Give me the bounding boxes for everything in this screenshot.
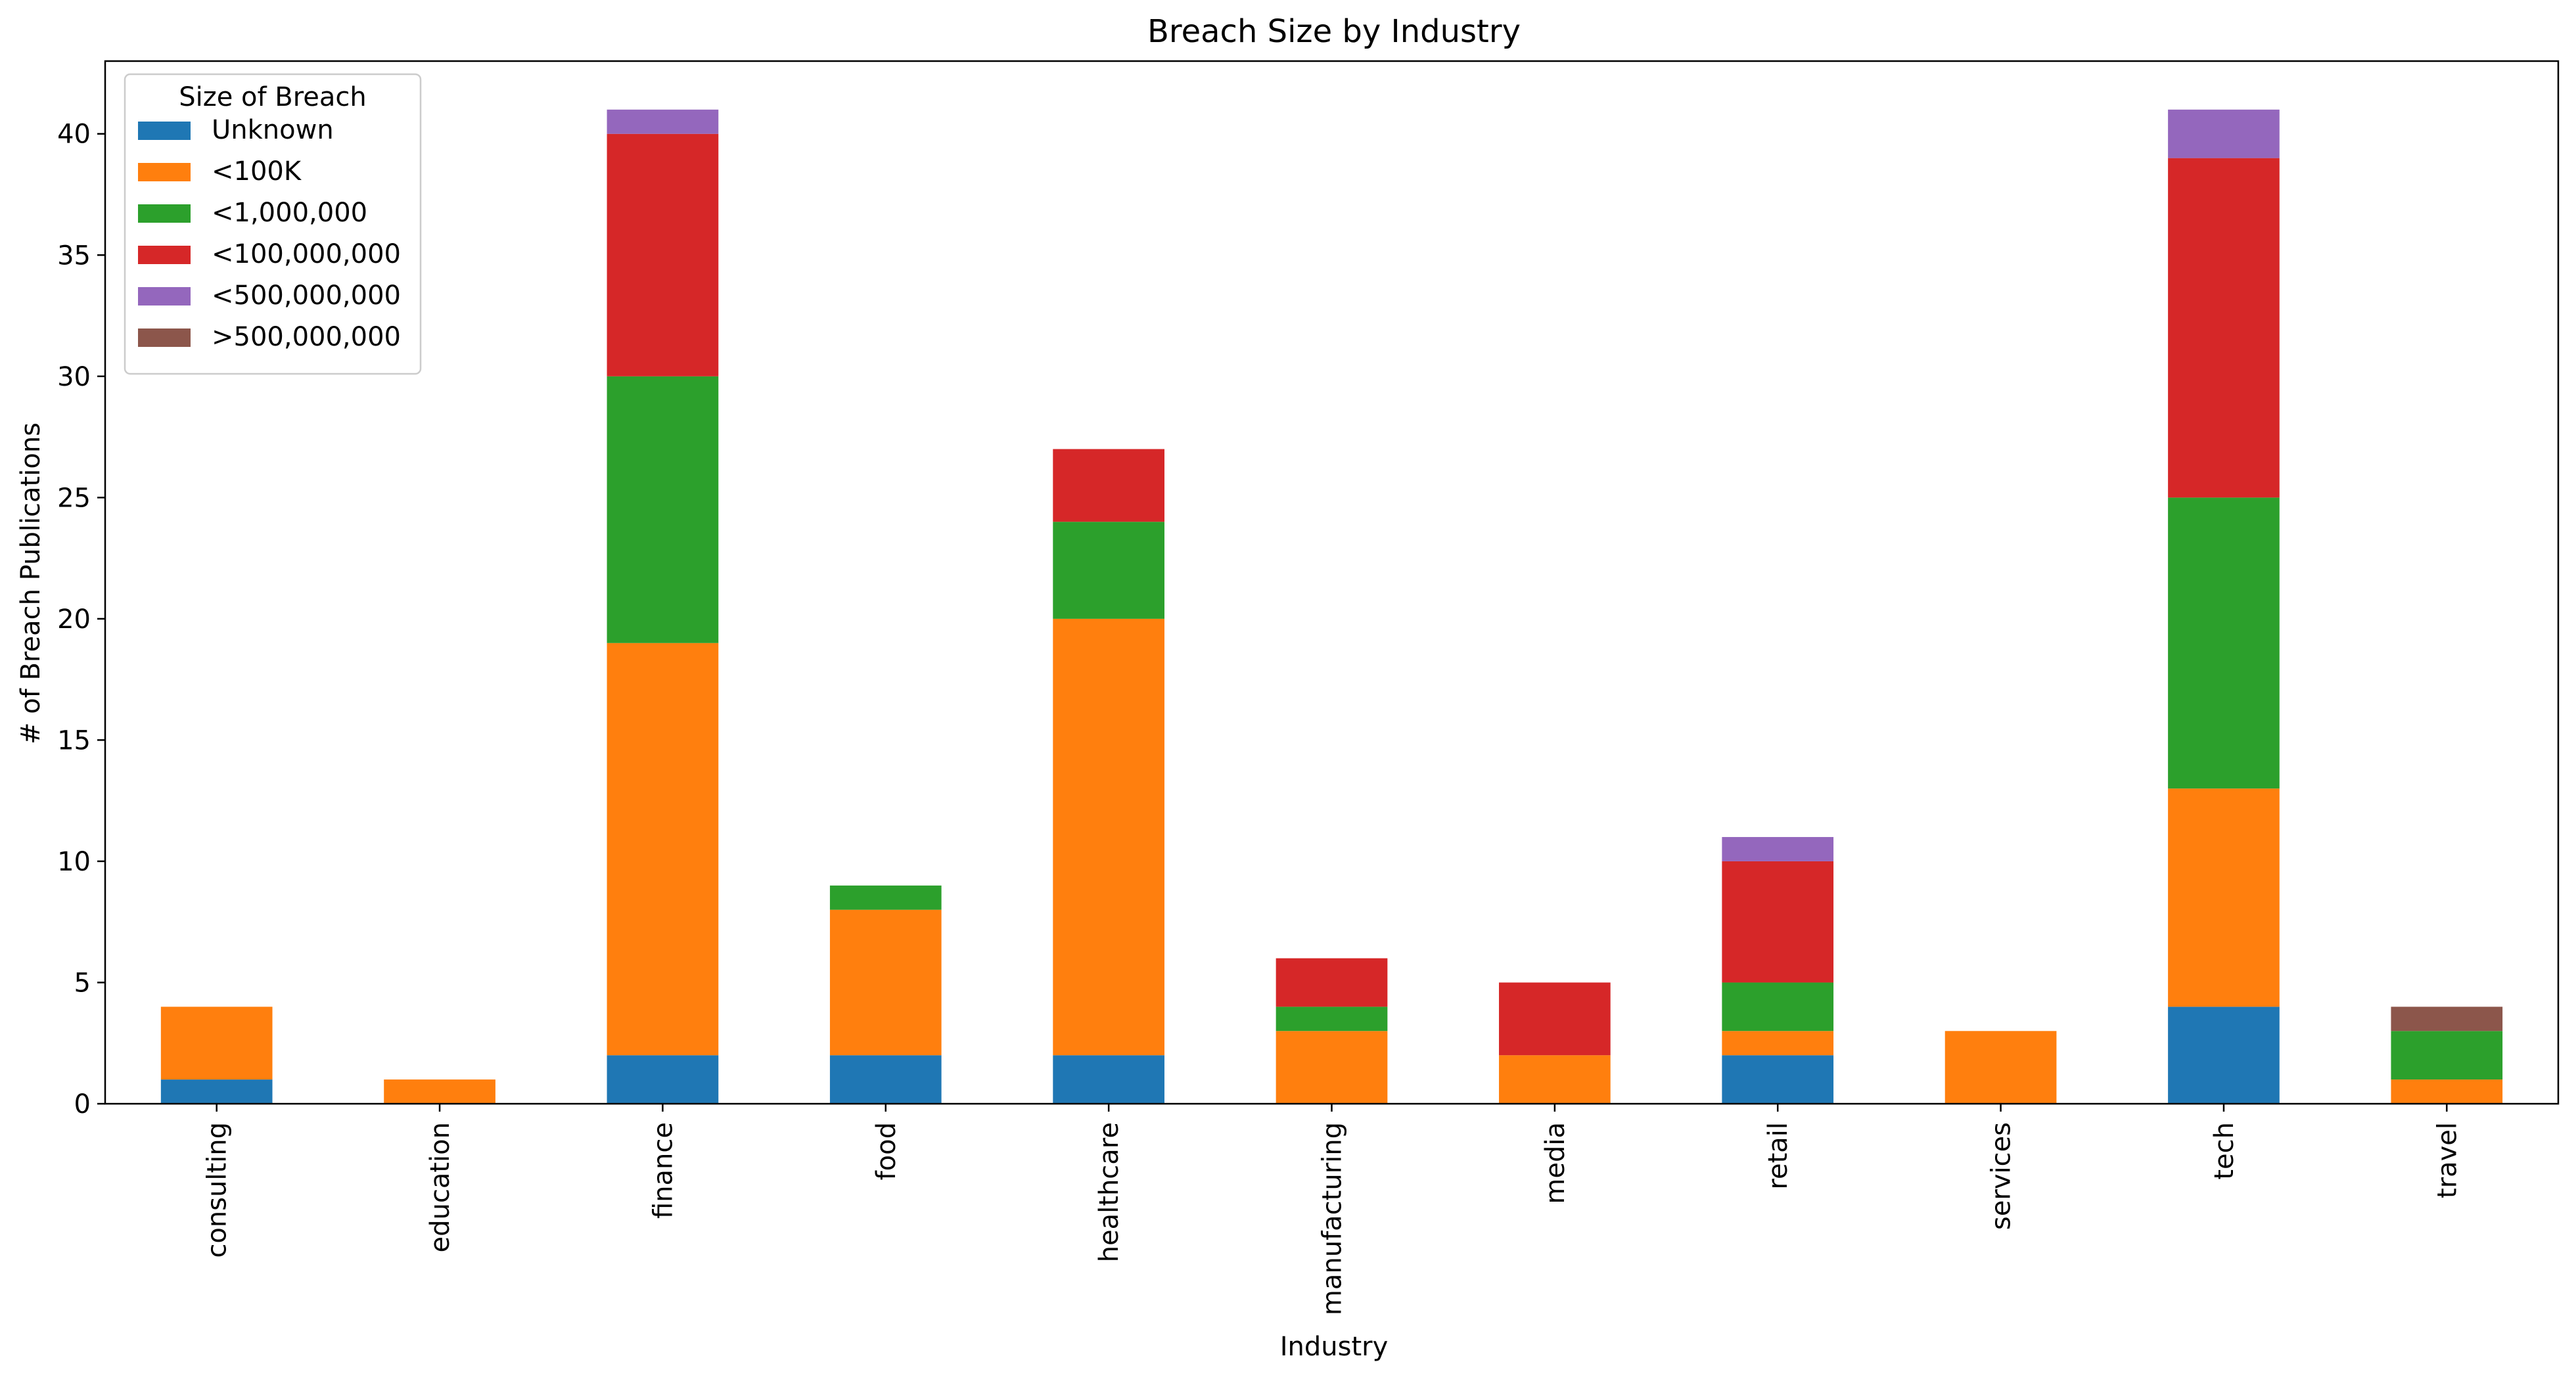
bar-retail-2	[1722, 982, 1834, 1031]
y-tick-label: 0	[74, 1089, 91, 1120]
bar-food-0	[829, 1055, 942, 1104]
plot-area	[160, 109, 2503, 1104]
x-tick-label-consulting: consulting	[202, 1122, 233, 1258]
bar-finance-0	[607, 1055, 719, 1104]
bar-travel-2	[2391, 1031, 2503, 1080]
x-tick-label-education: education	[425, 1122, 455, 1252]
x-tick-label-healthcare: healthcare	[1094, 1122, 1124, 1262]
bar-media-1	[1499, 1055, 1611, 1104]
bar-consulting-1	[160, 1007, 273, 1080]
bar-finance-3	[607, 133, 719, 376]
legend-swatch-1	[138, 163, 191, 181]
bar-finance-4	[607, 109, 719, 134]
legend-swatch-2	[138, 204, 191, 223]
legend-label-1: <100K	[212, 156, 302, 187]
y-tick-label: 15	[57, 725, 91, 756]
y-tick-label: 30	[57, 362, 91, 392]
bar-tech-2	[2168, 497, 2280, 789]
bar-education-1	[384, 1079, 495, 1104]
bar-manufacturing-1	[1276, 1031, 1388, 1104]
legend-swatch-0	[138, 122, 191, 140]
bar-finance-2	[607, 376, 719, 643]
x-tick-label-travel: travel	[2432, 1122, 2462, 1198]
bar-food-2	[829, 885, 942, 910]
x-tick-label-food: food	[871, 1122, 902, 1180]
bar-healthcare-2	[1053, 522, 1164, 619]
legend-label-4: <500,000,000	[212, 281, 401, 311]
bar-healthcare-1	[1053, 618, 1164, 1056]
bar-consulting-0	[160, 1079, 273, 1104]
x-tick-label-services: services	[1987, 1122, 2017, 1230]
chart-title: Breach Size by Industry	[1147, 13, 1521, 50]
bar-media-3	[1499, 982, 1611, 1056]
legend-label-3: <100,000,000	[212, 239, 401, 269]
x-axis: consulting education finance food healthcare…	[202, 1104, 2462, 1315]
y-tick-label: 5	[74, 968, 91, 998]
legend-title: Size of Breach	[179, 82, 367, 112]
y-tick-label: 40	[57, 120, 91, 150]
bar-services-1	[1944, 1031, 2057, 1104]
legend-label-5: >500,000,000	[212, 322, 401, 352]
legend-swatch-3	[138, 246, 191, 264]
bar-travel-1	[2391, 1079, 2503, 1104]
bar-healthcare-0	[1053, 1055, 1164, 1104]
y-tick-label: 25	[57, 483, 91, 513]
y-tick-label: 10	[57, 847, 91, 877]
bar-travel-5	[2391, 1007, 2503, 1031]
legend-label-0: Unknown	[212, 115, 334, 145]
bar-retail-1	[1722, 1031, 1834, 1056]
bar-retail-0	[1722, 1055, 1834, 1104]
legend-swatch-5	[138, 328, 191, 347]
x-axis-title: Industry	[1280, 1332, 1389, 1362]
bar-tech-0	[2168, 1007, 2280, 1104]
legend-box	[124, 73, 422, 375]
bar-tech-3	[2168, 158, 2280, 498]
bar-finance-1	[607, 643, 719, 1056]
x-tick-label-finance: finance	[648, 1122, 678, 1219]
bar-manufacturing-3	[1276, 958, 1388, 1007]
legend-swatch-4	[138, 287, 191, 306]
y-axis-title: # of Breach Publications	[16, 422, 46, 744]
legend-label-2: <1,000,000	[212, 198, 367, 228]
bar-manufacturing-2	[1276, 1007, 1388, 1031]
y-tick-label: 35	[57, 240, 91, 271]
y-tick-label: 20	[57, 604, 91, 635]
x-tick-label-retail: retail	[1763, 1122, 1793, 1190]
bar-retail-3	[1722, 861, 1834, 983]
bar-tech-1	[2168, 788, 2280, 1007]
bar-tech-4	[2168, 109, 2280, 158]
x-tick-label-media: media	[1540, 1122, 1571, 1204]
x-tick-label-manufacturing: manufacturing	[1318, 1122, 1348, 1315]
bar-healthcare-3	[1053, 449, 1164, 522]
y-axis: 0 5 10 15 20 25 30 35 40	[57, 120, 105, 1120]
x-tick-label-tech: tech	[2209, 1122, 2240, 1180]
bar-food-1	[829, 909, 942, 1056]
bar-retail-4	[1722, 837, 1834, 861]
